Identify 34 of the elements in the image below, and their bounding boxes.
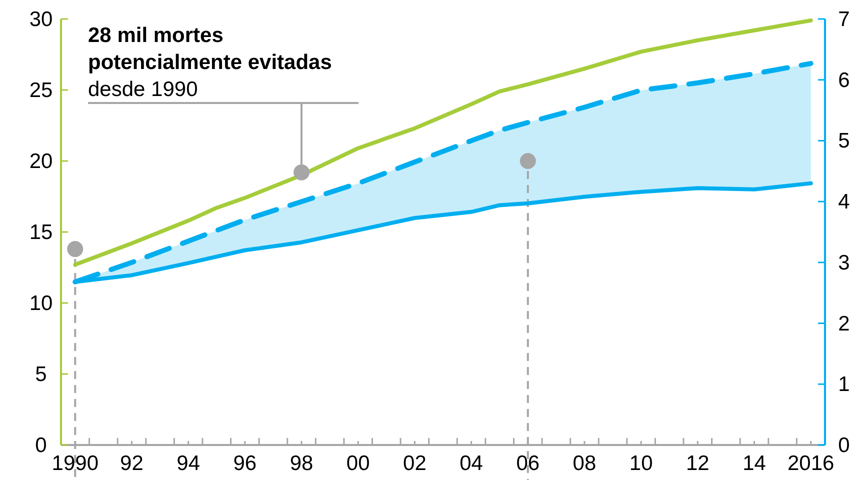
y-tick-label: 25 — [29, 79, 53, 102]
x-tick-label: 04 — [460, 452, 484, 475]
x-tick-label: 92 — [120, 452, 144, 475]
x-tick-label: 00 — [346, 452, 370, 475]
x-tick-label: 10 — [629, 452, 653, 475]
x-tick-label: 94 — [176, 452, 200, 475]
y2-tick-label: 3 — [838, 251, 850, 274]
y2-tick-label: 6 — [838, 68, 850, 92]
y-tick-label: 5 — [35, 363, 47, 386]
x-tick-label: 06 — [516, 452, 540, 475]
y2-tick-label: 0 — [838, 434, 850, 457]
y2-tick-label: 5 — [838, 130, 850, 153]
x-tick-label: 1990 — [52, 452, 99, 475]
x-tick-label: 12 — [686, 452, 710, 475]
x-tick-label: 14 — [742, 452, 766, 475]
annotation: 28 mil mortes potencialmente evitadas desde 1990 — [88, 24, 332, 101]
y-tick-label: 30 — [29, 8, 53, 31]
x-tick-label: 02 — [403, 452, 426, 475]
y2-tick-label: 1 — [838, 373, 850, 396]
x-tick-label: 98 — [290, 452, 314, 475]
point — [520, 153, 536, 169]
x-tick-label: 2016 — [787, 452, 834, 475]
y-tick-label: 15 — [29, 221, 53, 244]
y2-tick-label: 2 — [838, 312, 850, 336]
point — [67, 241, 84, 258]
line-series — [73, 18, 813, 267]
y2-tick-label: 4 — [838, 190, 850, 214]
y-tick-label: 0 — [35, 434, 47, 457]
x-tick-label: 08 — [572, 452, 596, 475]
y-tick-label: 20 — [29, 150, 53, 173]
x-tick-label: 96 — [233, 452, 257, 475]
y2-tick-label: 7 — [838, 8, 850, 31]
point — [294, 164, 310, 180]
y-tick-label: 10 — [29, 292, 53, 315]
